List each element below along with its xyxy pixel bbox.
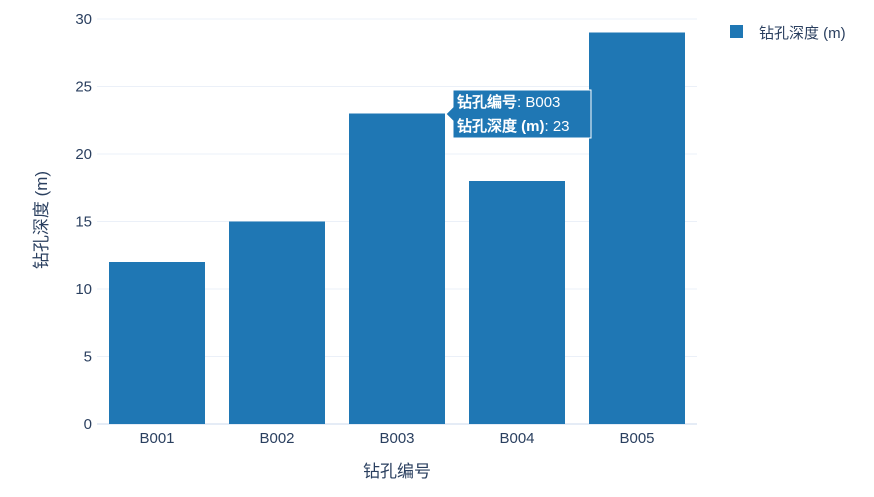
x-tick-label: B005 [619,430,654,447]
bar-B002[interactable] [229,221,325,425]
x-tick-label: B003 [379,430,414,447]
y-tick-label: 0 [84,416,92,433]
y-tick-label: 15 [75,214,92,231]
tooltip-box [445,89,592,139]
y-tick-label: 10 [75,281,92,298]
x-tick-label: B004 [499,430,534,447]
bar-B005[interactable] [589,32,685,425]
bar-B001[interactable] [109,262,205,424]
tooltip-line-2: 钻孔深度 (m): 23 [457,117,570,135]
bar-B004[interactable] [469,181,565,424]
bar-B003[interactable] [349,113,445,425]
legend[interactable]: 钻孔深度 (m) [730,25,846,42]
x-tick-label: B002 [259,430,294,447]
legend-swatch [730,25,743,38]
tooltip-x-label: 钻孔编号 [457,93,517,111]
tooltip-y-value: 23 [553,118,570,135]
tooltip-sep-2: : [545,118,553,135]
hover-tooltip: 钻孔编号: B003 钻孔深度 (m): 23 [445,89,592,139]
y-axis-title: 钻孔深度 (m) [32,171,51,269]
bars [109,32,685,425]
y-tick-label: 30 [75,11,92,28]
x-tick-label: B001 [139,430,174,447]
tooltip-y-label: 钻孔深度 (m) [457,117,545,135]
x-tick-labels: B001 B002 B003 B004 B005 [139,430,654,447]
y-tick-label: 20 [75,146,92,163]
y-tick-labels: 0 5 10 15 20 25 30 [75,11,92,433]
tooltip-line-1: 钻孔编号: B003 [457,93,560,111]
y-tick-label: 5 [84,349,92,366]
y-tick-label: 25 [75,79,92,96]
tooltip-sep-1: : [517,94,525,111]
legend-label: 钻孔深度 (m) [759,25,846,42]
x-axis-title: 钻孔编号 [363,462,431,481]
tooltip-x-value: B003 [525,94,560,111]
